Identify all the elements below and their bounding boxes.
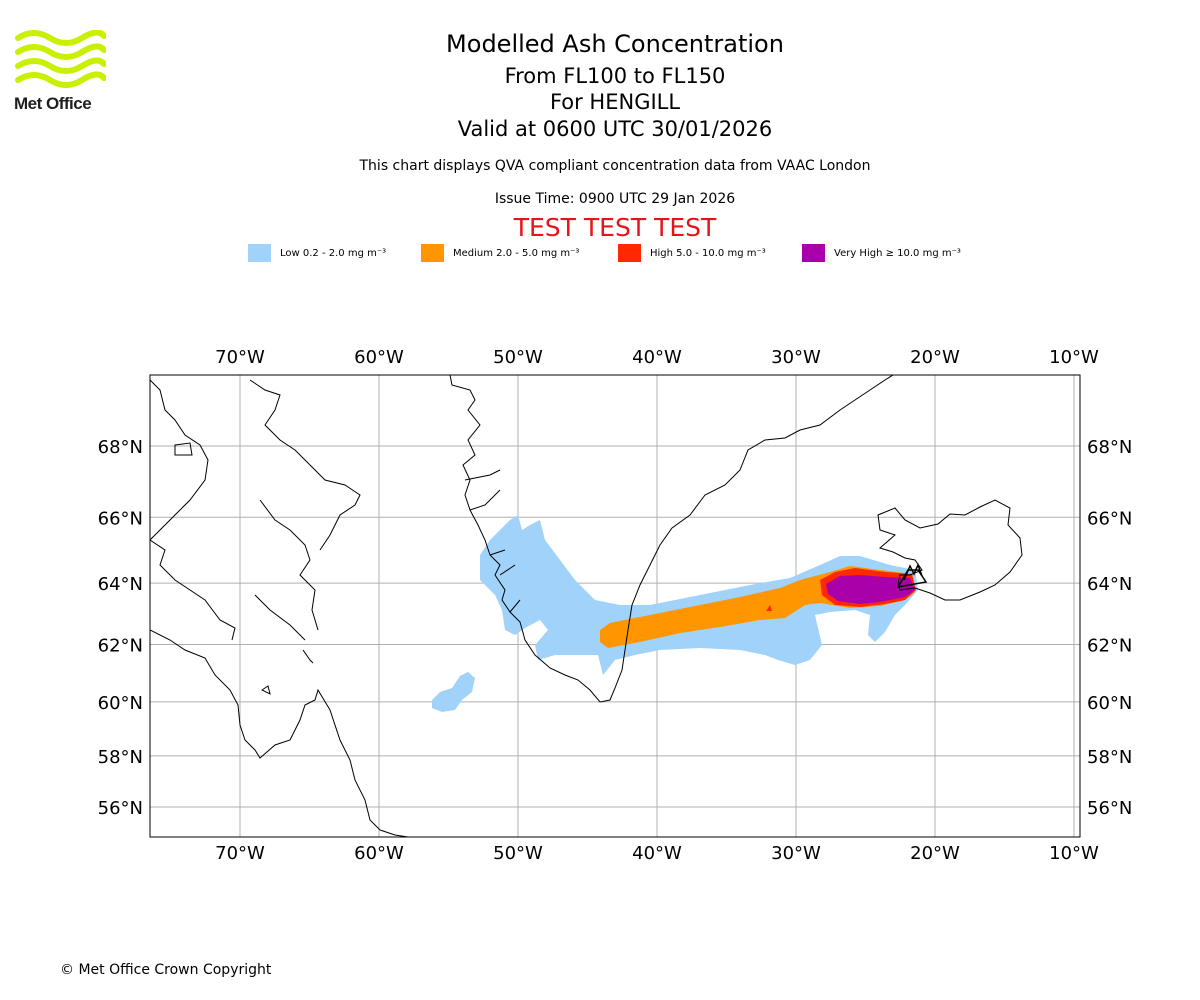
- lon-tick-label-bottom: 50°W: [493, 843, 543, 864]
- logo-text: Met Office: [14, 94, 92, 113]
- test-banner: TEST TEST TEST: [513, 213, 717, 242]
- lon-tick-label-top: 60°W: [354, 347, 404, 368]
- axis-tick-labels: 70°W 70°W 60°W 60°W 50°W 50°W 40°W 40°W 30°W 30°W…: [98, 347, 1133, 864]
- coast-small-islands: [174, 442, 314, 695]
- coast-greenland-fjords: [464, 469, 521, 613]
- legend-label-high: High 5.0 - 10.0 mg m⁻³: [650, 247, 766, 259]
- legend-item-medium: Medium 2.0 - 5.0 mg m⁻³: [421, 244, 579, 262]
- map-frame: [149, 374, 1081, 838]
- chart-title: Modelled Ash Concentration: [446, 30, 784, 58]
- ash-high-spot: [766, 605, 772, 611]
- lon-tick-label-bottom: 10°W: [1049, 843, 1099, 864]
- lat-tick-label-left: 56°N: [98, 798, 143, 819]
- lon-tick-label-bottom: 20°W: [910, 843, 960, 864]
- lat-tick-label-right: 68°N: [1087, 437, 1132, 458]
- lon-tick-label-bottom: 30°W: [771, 843, 821, 864]
- lon-tick-label-top: 20°W: [910, 347, 960, 368]
- lon-tick-label-bottom: 70°W: [215, 843, 265, 864]
- lon-tick-label-top: 30°W: [771, 347, 821, 368]
- ash-low-patch: [432, 672, 475, 712]
- legend-item-high: High 5.0 - 10.0 mg m⁻³: [618, 244, 766, 262]
- coast-iceland: [877, 499, 1023, 601]
- lat-tick-label-left: 62°N: [98, 635, 143, 656]
- legend-label-medium: Medium 2.0 - 5.0 mg m⁻³: [453, 247, 580, 259]
- coast-baffin: [150, 379, 209, 541]
- coast-labrador: [150, 539, 409, 837]
- lon-tick-label-top: 70°W: [215, 347, 265, 368]
- graticule: [150, 375, 1080, 837]
- lat-tick-label-right: 64°N: [1087, 574, 1132, 595]
- legend-item-low: Low 0.2 - 2.0 mg m⁻³: [248, 244, 386, 262]
- disclaimer-text: This chart displays QVA compliant concen…: [359, 158, 871, 174]
- lat-tick-label-left: 58°N: [98, 747, 143, 768]
- lat-tick-label-right: 58°N: [1087, 747, 1132, 768]
- flight-levels: From FL100 to FL150: [504, 64, 726, 88]
- legend-item-very-high: Very High ≥ 10.0 mg m⁻³: [802, 244, 961, 262]
- coast-greenland-east: [627, 375, 894, 631]
- ash-very-high: [826, 575, 915, 604]
- volcano-marker: [896, 562, 928, 589]
- lat-tick-label-left: 60°N: [98, 693, 143, 714]
- coast-greenland-west: [449, 375, 629, 703]
- lat-tick-label-left: 66°N: [98, 508, 143, 529]
- valid-time: Valid at 0600 UTC 30/01/2026: [457, 117, 773, 141]
- lat-tick-label-left: 64°N: [98, 574, 143, 595]
- lat-tick-label-right: 62°N: [1087, 635, 1132, 656]
- lat-tick-label-right: 66°N: [1087, 508, 1132, 529]
- legend-label-very-high: Very High ≥ 10.0 mg m⁻³: [834, 247, 961, 259]
- copyright: © Met Office Crown Copyright: [60, 962, 272, 978]
- lon-tick-label-bottom: 40°W: [632, 843, 682, 864]
- legend-swatch-low: [248, 244, 271, 262]
- volcano-name: For HENGILL: [549, 90, 681, 114]
- legend-swatch-high: [618, 244, 641, 262]
- legend-swatch-medium: [421, 244, 444, 262]
- legend-label-low: Low 0.2 - 2.0 mg m⁻³: [280, 247, 387, 259]
- met-office-logo: Met Office: [14, 29, 107, 114]
- issue-time: Issue Time: 0900 UTC 29 Jan 2026: [494, 191, 736, 207]
- ash-low-main: [480, 515, 918, 675]
- lat-tick-label-right: 60°N: [1087, 693, 1132, 714]
- lat-tick-label-right: 56°N: [1087, 798, 1132, 819]
- met-office-wave-icon: [15, 29, 107, 88]
- lat-tick-label-left: 68°N: [98, 437, 143, 458]
- lon-tick-label-top: 10°W: [1049, 347, 1099, 368]
- ash-cloud: [432, 515, 918, 712]
- coast-baffin-islands: [249, 379, 361, 641]
- legend-swatch-very-high: [802, 244, 825, 262]
- lon-tick-label-bottom: 60°W: [354, 843, 404, 864]
- coastlines: [150, 375, 1023, 837]
- lon-tick-label-top: 50°W: [493, 347, 543, 368]
- lon-tick-label-top: 40°W: [632, 347, 682, 368]
